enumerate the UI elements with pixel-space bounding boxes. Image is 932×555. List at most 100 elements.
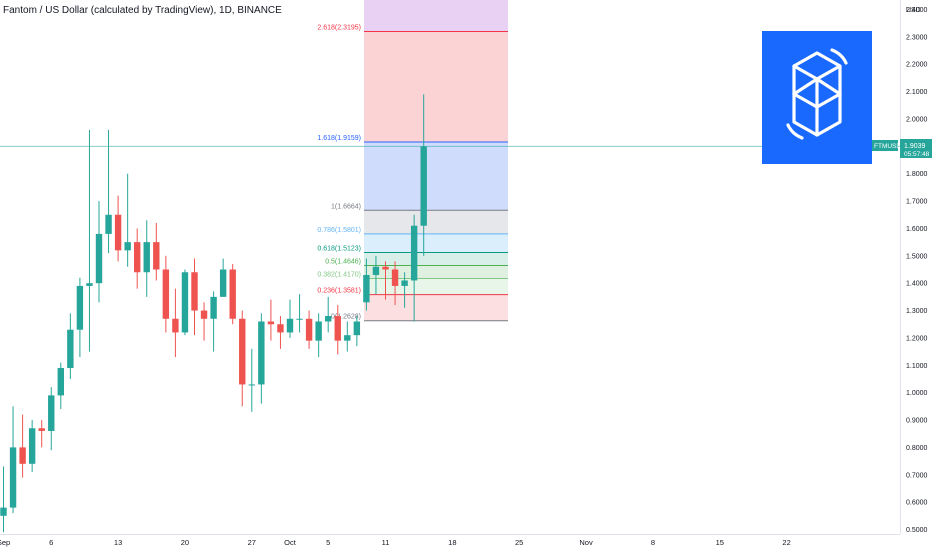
candle — [162, 255, 170, 333]
candle-body — [76, 285, 84, 330]
fib-zone — [364, 141, 508, 211]
time-tick-label: 8 — [651, 538, 655, 547]
candle-body — [296, 318, 303, 320]
fib-level-label: 2.618(2.3195) — [317, 25, 361, 32]
candle — [305, 310, 313, 349]
fib-level-label: 0.5(1.4646) — [325, 259, 361, 266]
price-tick-label: 2.4000 — [906, 7, 928, 14]
candle-body — [9, 447, 17, 508]
time-tick-label: 6 — [49, 538, 53, 547]
fib-level-label: 0.236(1.3581) — [317, 288, 361, 295]
fantom-logo — [762, 31, 872, 164]
candle-body — [258, 321, 265, 385]
candle — [219, 258, 227, 297]
candle — [114, 195, 122, 262]
candle — [353, 316, 361, 347]
candle-body — [344, 335, 351, 341]
price-tick-label: 2.3000 — [906, 34, 928, 41]
candle — [401, 272, 408, 308]
candle — [286, 299, 294, 338]
candle-body — [86, 283, 93, 286]
candle-body — [267, 321, 275, 325]
candle-body — [48, 395, 55, 431]
fib-zone — [364, 31, 508, 142]
candle — [210, 291, 217, 352]
time-tick-label: Sep — [0, 538, 10, 547]
candle-body — [353, 321, 361, 336]
candle — [48, 387, 55, 451]
candle — [86, 129, 93, 352]
candle-body — [153, 242, 160, 270]
candle — [363, 258, 370, 311]
fib-zone — [364, 265, 508, 279]
candle — [153, 222, 160, 281]
candle-body — [19, 447, 26, 464]
price-tick-label: 1.1000 — [906, 363, 928, 370]
candle-body — [229, 269, 236, 319]
price-tick-label: 1.5000 — [906, 253, 928, 260]
price-tick-label: 1.8000 — [906, 171, 928, 178]
price-tick-label: 0.5000 — [906, 527, 928, 534]
candle — [391, 261, 399, 306]
candle-body — [67, 329, 74, 369]
candle-body — [105, 214, 112, 234]
price-tick-label: 1.2000 — [906, 335, 928, 342]
price-tick-label: 2.0000 — [906, 116, 928, 123]
time-axis[interactable]: Sep 6 13 20 27 Oct 5 11 18 25 Nov 8 15 22 — [0, 534, 932, 550]
candle-body — [420, 146, 427, 226]
fantom-logo-icon — [786, 48, 848, 140]
candle-body — [143, 242, 150, 273]
fib-level-label: 0(1.2628) — [331, 314, 361, 321]
time-tick-label: 27 — [248, 538, 256, 547]
candle — [296, 294, 303, 333]
candle-body — [325, 316, 332, 322]
currency-label: USD — [906, 7, 921, 14]
candle — [38, 420, 45, 448]
candle-body — [334, 316, 341, 341]
fib-zone — [364, 294, 508, 321]
fib-zone — [364, 252, 508, 266]
candle — [410, 214, 418, 322]
candle — [420, 94, 427, 256]
price-tick-label: 1.4000 — [906, 281, 928, 288]
fib-extension-tool[interactable]: 0(1.2628) 0.236(1.3581) 0.382(1.4170) 0.5(1… — [317, 0, 508, 322]
bar-countdown: 05:57:48 — [904, 151, 930, 158]
candle-body — [248, 384, 255, 386]
candle-body — [57, 368, 64, 396]
price-tick-label: 0.9000 — [906, 418, 928, 425]
candle — [344, 321, 351, 352]
price-axis[interactable]: USD 2.40002.30002.20002.10002.00001.9000… — [900, 0, 932, 534]
candle — [28, 420, 36, 473]
time-tick-label: Oct — [284, 538, 297, 547]
time-tick-label: 18 — [448, 538, 456, 547]
candle-body — [0, 507, 7, 516]
candle-body — [210, 296, 217, 319]
candle-body — [382, 266, 389, 270]
candle-body — [95, 233, 103, 284]
candle — [181, 269, 189, 336]
candle-body — [239, 318, 246, 385]
candle-body — [372, 266, 380, 275]
candle — [267, 299, 275, 341]
fib-level-label: 0.786(1.5801) — [317, 227, 361, 234]
last-price-badge: FTMUSD 1.9039 05:57:48 — [872, 139, 932, 158]
time-tick-label: Nov — [579, 538, 593, 547]
last-price-value: 1.9039 — [904, 143, 926, 150]
candle-body — [28, 428, 36, 464]
candle — [248, 348, 255, 412]
time-tick-label: 5 — [326, 538, 330, 547]
price-tick-label: 1.7000 — [906, 199, 928, 206]
fib-zone — [364, 0, 508, 32]
time-tick-label: 25 — [515, 538, 523, 547]
candle-body — [200, 310, 208, 319]
candle-body — [124, 242, 131, 251]
candle-body — [162, 269, 170, 319]
candle-body — [38, 428, 45, 431]
candle — [334, 305, 341, 355]
candle — [57, 362, 64, 410]
time-tick-label: 13 — [114, 538, 122, 547]
candle — [95, 201, 103, 303]
time-tick-label: 15 — [716, 538, 724, 547]
